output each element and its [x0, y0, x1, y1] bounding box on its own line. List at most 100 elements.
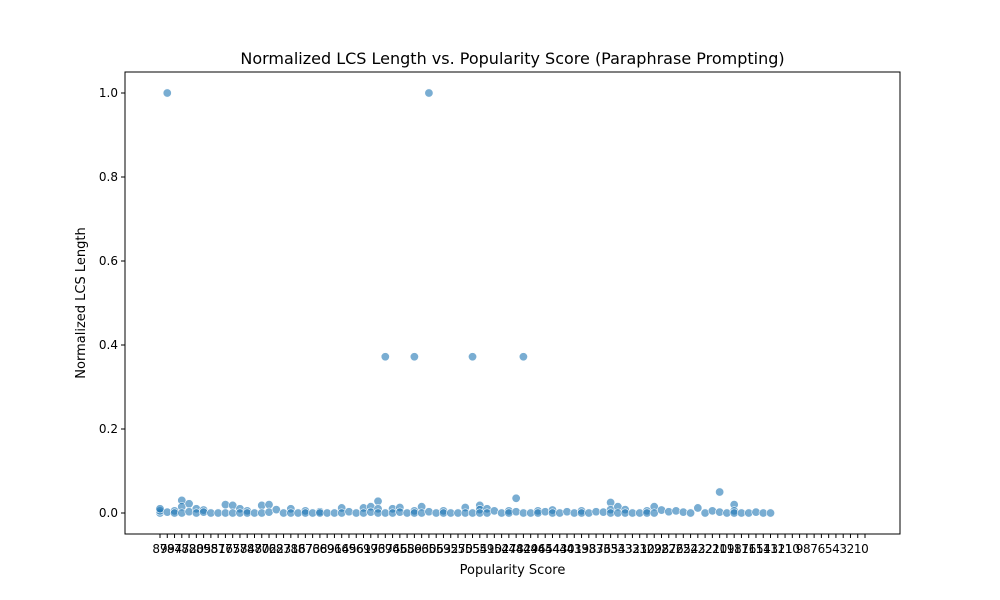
- chart-title: Normalized LCS Length vs. Popularity Sco…: [240, 49, 784, 68]
- data-point: [468, 352, 478, 362]
- x-tick-label: 57: [450, 542, 465, 556]
- x-tick-label: 2: [847, 542, 855, 556]
- y-tick-label: 0.0: [99, 506, 118, 520]
- data-point: [409, 352, 419, 362]
- x-tick-label: 4: [832, 542, 840, 556]
- plot-area: [155, 88, 776, 518]
- x-tick-label: 44: [545, 542, 560, 556]
- x-tick-label: 37: [588, 542, 603, 556]
- x-tick-label: 36: [596, 542, 611, 556]
- data-point: [373, 496, 383, 506]
- x-tick-label: 41: [567, 542, 582, 556]
- x-tick-label: 86: [290, 542, 305, 556]
- x-tick-label: 29: [647, 542, 662, 556]
- x-tick-label: 71: [283, 542, 298, 556]
- x-tick-label: 52: [494, 542, 509, 556]
- data-point: [540, 507, 550, 517]
- x-tick-label: 92: [443, 542, 458, 556]
- x-tick-label: 73: [305, 542, 320, 556]
- y-tick-label: 1.0: [99, 86, 118, 100]
- x-tick-label: 94: [385, 542, 400, 556]
- x-axis-label: Popularity Score: [460, 563, 566, 578]
- data-point: [693, 503, 703, 513]
- x-tick-label: 40: [559, 542, 574, 556]
- x-tick-label: 89: [152, 542, 167, 556]
- x-tick-label: 11: [777, 542, 792, 556]
- x-tick-label: 3: [839, 542, 847, 556]
- x-tick-label: 28: [654, 542, 669, 556]
- x-tick-label: 77: [174, 542, 189, 556]
- x-tick-label: 8: [803, 542, 811, 556]
- x-tick-label: 43: [552, 542, 567, 556]
- data-point: [715, 487, 725, 497]
- data-point: [417, 508, 427, 518]
- y-axis: 0.0 0.2 0.4 0.6 0.8 1.0: [99, 86, 125, 520]
- x-tick-label: 51: [479, 542, 494, 556]
- x-tick-label: 50: [458, 542, 473, 556]
- x-tick-label: 62: [269, 542, 284, 556]
- x-tick-label: 63: [414, 542, 429, 556]
- data-point: [380, 352, 390, 362]
- x-tick-label: 19: [719, 542, 734, 556]
- x-tick-label: 61: [356, 542, 371, 556]
- y-tick-label: 0.4: [99, 338, 118, 352]
- x-tick-label: 75: [225, 542, 240, 556]
- x-tick-label: 33: [618, 542, 633, 556]
- data-point: [707, 506, 717, 516]
- x-tick-label: 49: [523, 542, 538, 556]
- x-tick-label: 84: [167, 542, 182, 556]
- x-tick-label: 85: [196, 542, 211, 556]
- x-tick-label: 80: [189, 542, 204, 556]
- x-axis: 8979847782808595817675787488707262837186…: [152, 534, 869, 556]
- x-tick-label: 56: [429, 542, 444, 556]
- x-tick-label: 97: [363, 542, 378, 556]
- x-tick-label: 6: [818, 542, 826, 556]
- data-point: [264, 500, 274, 510]
- x-tick-label: 14: [756, 542, 771, 556]
- data-point: [584, 508, 594, 518]
- x-tick-label: 35: [603, 542, 618, 556]
- x-tick-label: 42: [516, 542, 531, 556]
- data-point: [271, 505, 281, 515]
- x-tick-label: 0: [861, 542, 869, 556]
- x-tick-label: 24: [683, 542, 698, 556]
- y-tick-label: 0.2: [99, 422, 118, 436]
- x-tick-label: 30: [639, 542, 654, 556]
- x-tick-label: 91: [327, 542, 342, 556]
- data-point: [184, 499, 194, 509]
- x-tick-label: 55: [465, 542, 480, 556]
- y-tick-label: 0.8: [99, 170, 118, 184]
- x-tick-label: 68: [312, 542, 327, 556]
- x-tick-label: 90: [487, 542, 502, 556]
- y-axis-label: Normalized LCS Length: [74, 227, 89, 378]
- x-tick-label: 46: [530, 542, 545, 556]
- x-tick-label: 58: [399, 542, 414, 556]
- x-tick-label: 13: [763, 542, 778, 556]
- x-tick-label: 20: [712, 542, 727, 556]
- x-tick-label: 12: [770, 542, 785, 556]
- x-tick-label: 74: [240, 542, 255, 556]
- data-point: [162, 88, 172, 98]
- x-tick-label: 48: [508, 542, 523, 556]
- data-point: [555, 508, 565, 518]
- x-tick-label: 18: [727, 542, 742, 556]
- data-point: [424, 507, 434, 517]
- data-point: [533, 508, 543, 518]
- data-point: [562, 507, 572, 517]
- x-tick-label: 65: [341, 542, 356, 556]
- x-tick-label: 1: [854, 542, 862, 556]
- x-tick-label: 7: [810, 542, 818, 556]
- x-tick-label: 60: [421, 542, 436, 556]
- data-point: [337, 508, 347, 518]
- data-point: [656, 505, 666, 515]
- x-tick-label: 78: [232, 542, 247, 556]
- x-tick-label: 45: [538, 542, 553, 556]
- x-tick-label: 31: [632, 542, 647, 556]
- x-tick-label: 79: [160, 542, 175, 556]
- plot-frame: [124, 71, 901, 535]
- x-tick-label: 66: [392, 542, 407, 556]
- data-point: [518, 352, 528, 362]
- x-tick-label: 67: [378, 542, 393, 556]
- x-tick-label: 27: [661, 542, 676, 556]
- data-point: [504, 508, 514, 518]
